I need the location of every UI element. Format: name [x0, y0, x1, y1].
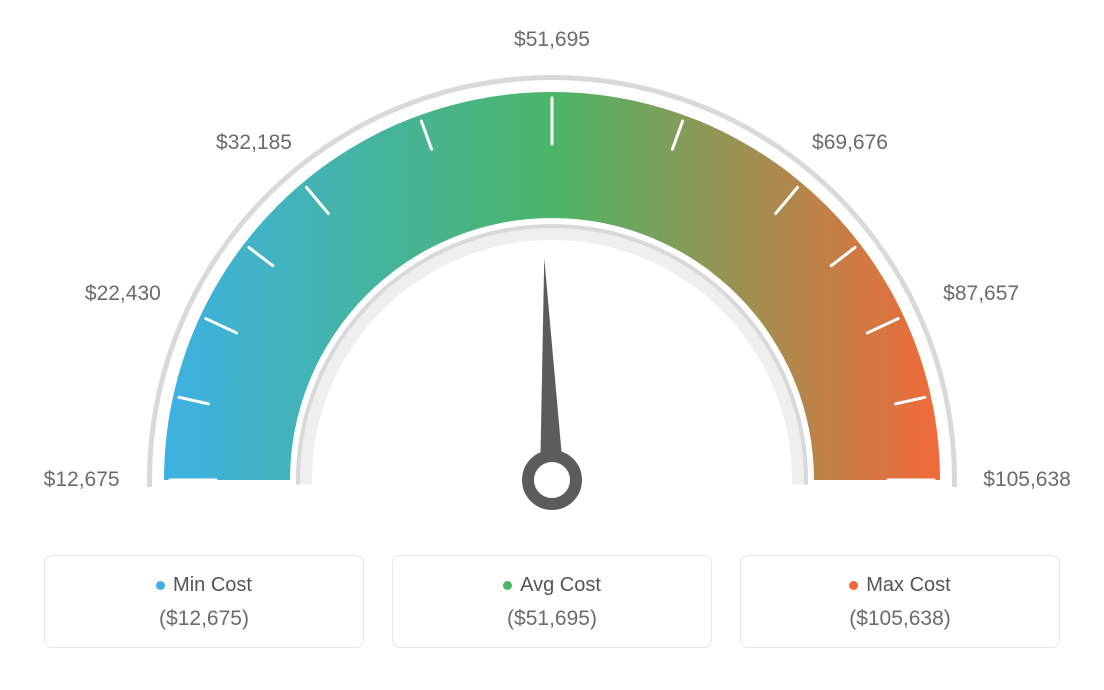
gauge-tick-label: $69,676 — [812, 131, 888, 155]
gauge-chart: $12,675 $22,430 $32,185 $51,695 $69,676 $87,6… — [0, 0, 1104, 540]
legend-label: Avg Cost — [520, 574, 601, 597]
legend-title-max: Max Cost — [849, 574, 950, 597]
legend-card-max: Max Cost ($105,638) — [740, 555, 1060, 648]
gauge-tick-label: $22,430 — [85, 282, 161, 306]
gauge-tick-label: $32,185 — [216, 131, 292, 155]
legend-title-min: Min Cost — [156, 574, 252, 597]
gauge-svg — [0, 0, 1104, 540]
dot-icon — [156, 581, 165, 590]
dot-icon — [849, 581, 858, 590]
gauge-tick-label: $105,638 — [983, 468, 1071, 492]
legend-card-min: Min Cost ($12,675) — [44, 555, 364, 648]
gauge-tick-label: $87,657 — [943, 282, 1019, 306]
dot-icon — [503, 581, 512, 590]
legend-label: Max Cost — [866, 574, 950, 597]
legend-card-avg: Avg Cost ($51,695) — [392, 555, 712, 648]
legend-row: Min Cost ($12,675) Avg Cost ($51,695) Ma… — [0, 555, 1104, 648]
legend-value: ($51,695) — [403, 607, 701, 631]
legend-label: Min Cost — [173, 574, 252, 597]
gauge-tick-label: $51,695 — [514, 28, 590, 52]
legend-value: ($105,638) — [751, 607, 1049, 631]
legend-title-avg: Avg Cost — [503, 574, 601, 597]
legend-value: ($12,675) — [55, 607, 353, 631]
gauge-tick-label: $12,675 — [44, 468, 120, 492]
